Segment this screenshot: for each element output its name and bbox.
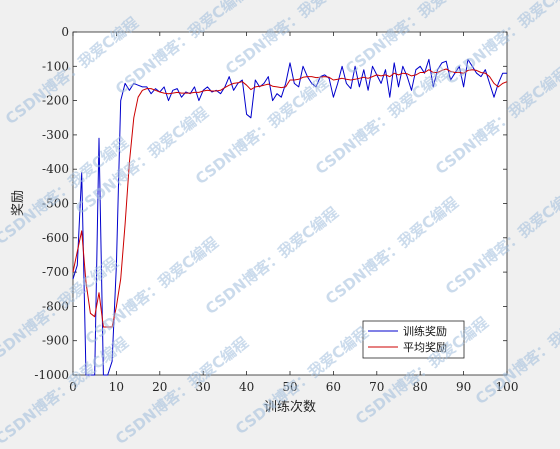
y-tick-label: -100 — [42, 59, 69, 73]
x-tick-label: 30 — [196, 380, 211, 394]
series-line-1 — [72, 58, 507, 376]
y-tick-label: -1000 — [34, 368, 69, 382]
y-axis-label: 奖励 — [11, 190, 26, 216]
y-tick-label: -600 — [42, 231, 69, 245]
x-tick-labels: 0 10 20 30 40 50 60 70 80 90 100 — [69, 380, 518, 394]
legend-box — [362, 320, 465, 359]
x-tick-label: 80 — [413, 380, 428, 394]
y-tick-label: -400 — [42, 162, 69, 176]
x-tick-label: 60 — [326, 380, 341, 394]
x-tick-label: 40 — [239, 380, 254, 394]
legend-label-series-1: 训练奖励 — [403, 324, 447, 338]
x-tick-label: 100 — [496, 380, 519, 394]
tick-marks — [72, 31, 508, 376]
x-axis-label: 训练次数 — [264, 399, 316, 415]
y-tick-label: 0 — [61, 25, 69, 39]
series-lines — [72, 58, 508, 376]
y-tick-label: -200 — [42, 94, 69, 108]
x-tick-label: 90 — [456, 380, 471, 394]
x-tick-label: 10 — [109, 380, 124, 394]
x-tick-label: 20 — [152, 380, 167, 394]
legend: 训练奖励 平均奖励 — [362, 320, 465, 359]
x-tick-label: 0 — [69, 380, 77, 394]
x-tick-label: 70 — [369, 380, 384, 394]
y-tick-label: -500 — [42, 197, 69, 211]
legend-label-series-2: 平均奖励 — [403, 340, 447, 354]
y-tick-label: -300 — [42, 128, 69, 142]
x-tick-label: 50 — [282, 380, 297, 394]
series-line-2 — [72, 68, 508, 328]
figure: 0 10 20 30 40 50 60 70 80 90 100 0 -100 -200 -300 -400… — [11, 25, 518, 415]
y-tick-labels: 0 -100 -200 -300 -400 -500 -600 -700 -800 -900 -10… — [34, 25, 69, 382]
y-tick-label: -900 — [42, 334, 69, 348]
y-tick-label: -700 — [42, 265, 69, 279]
y-tick-label: -800 — [42, 299, 69, 313]
